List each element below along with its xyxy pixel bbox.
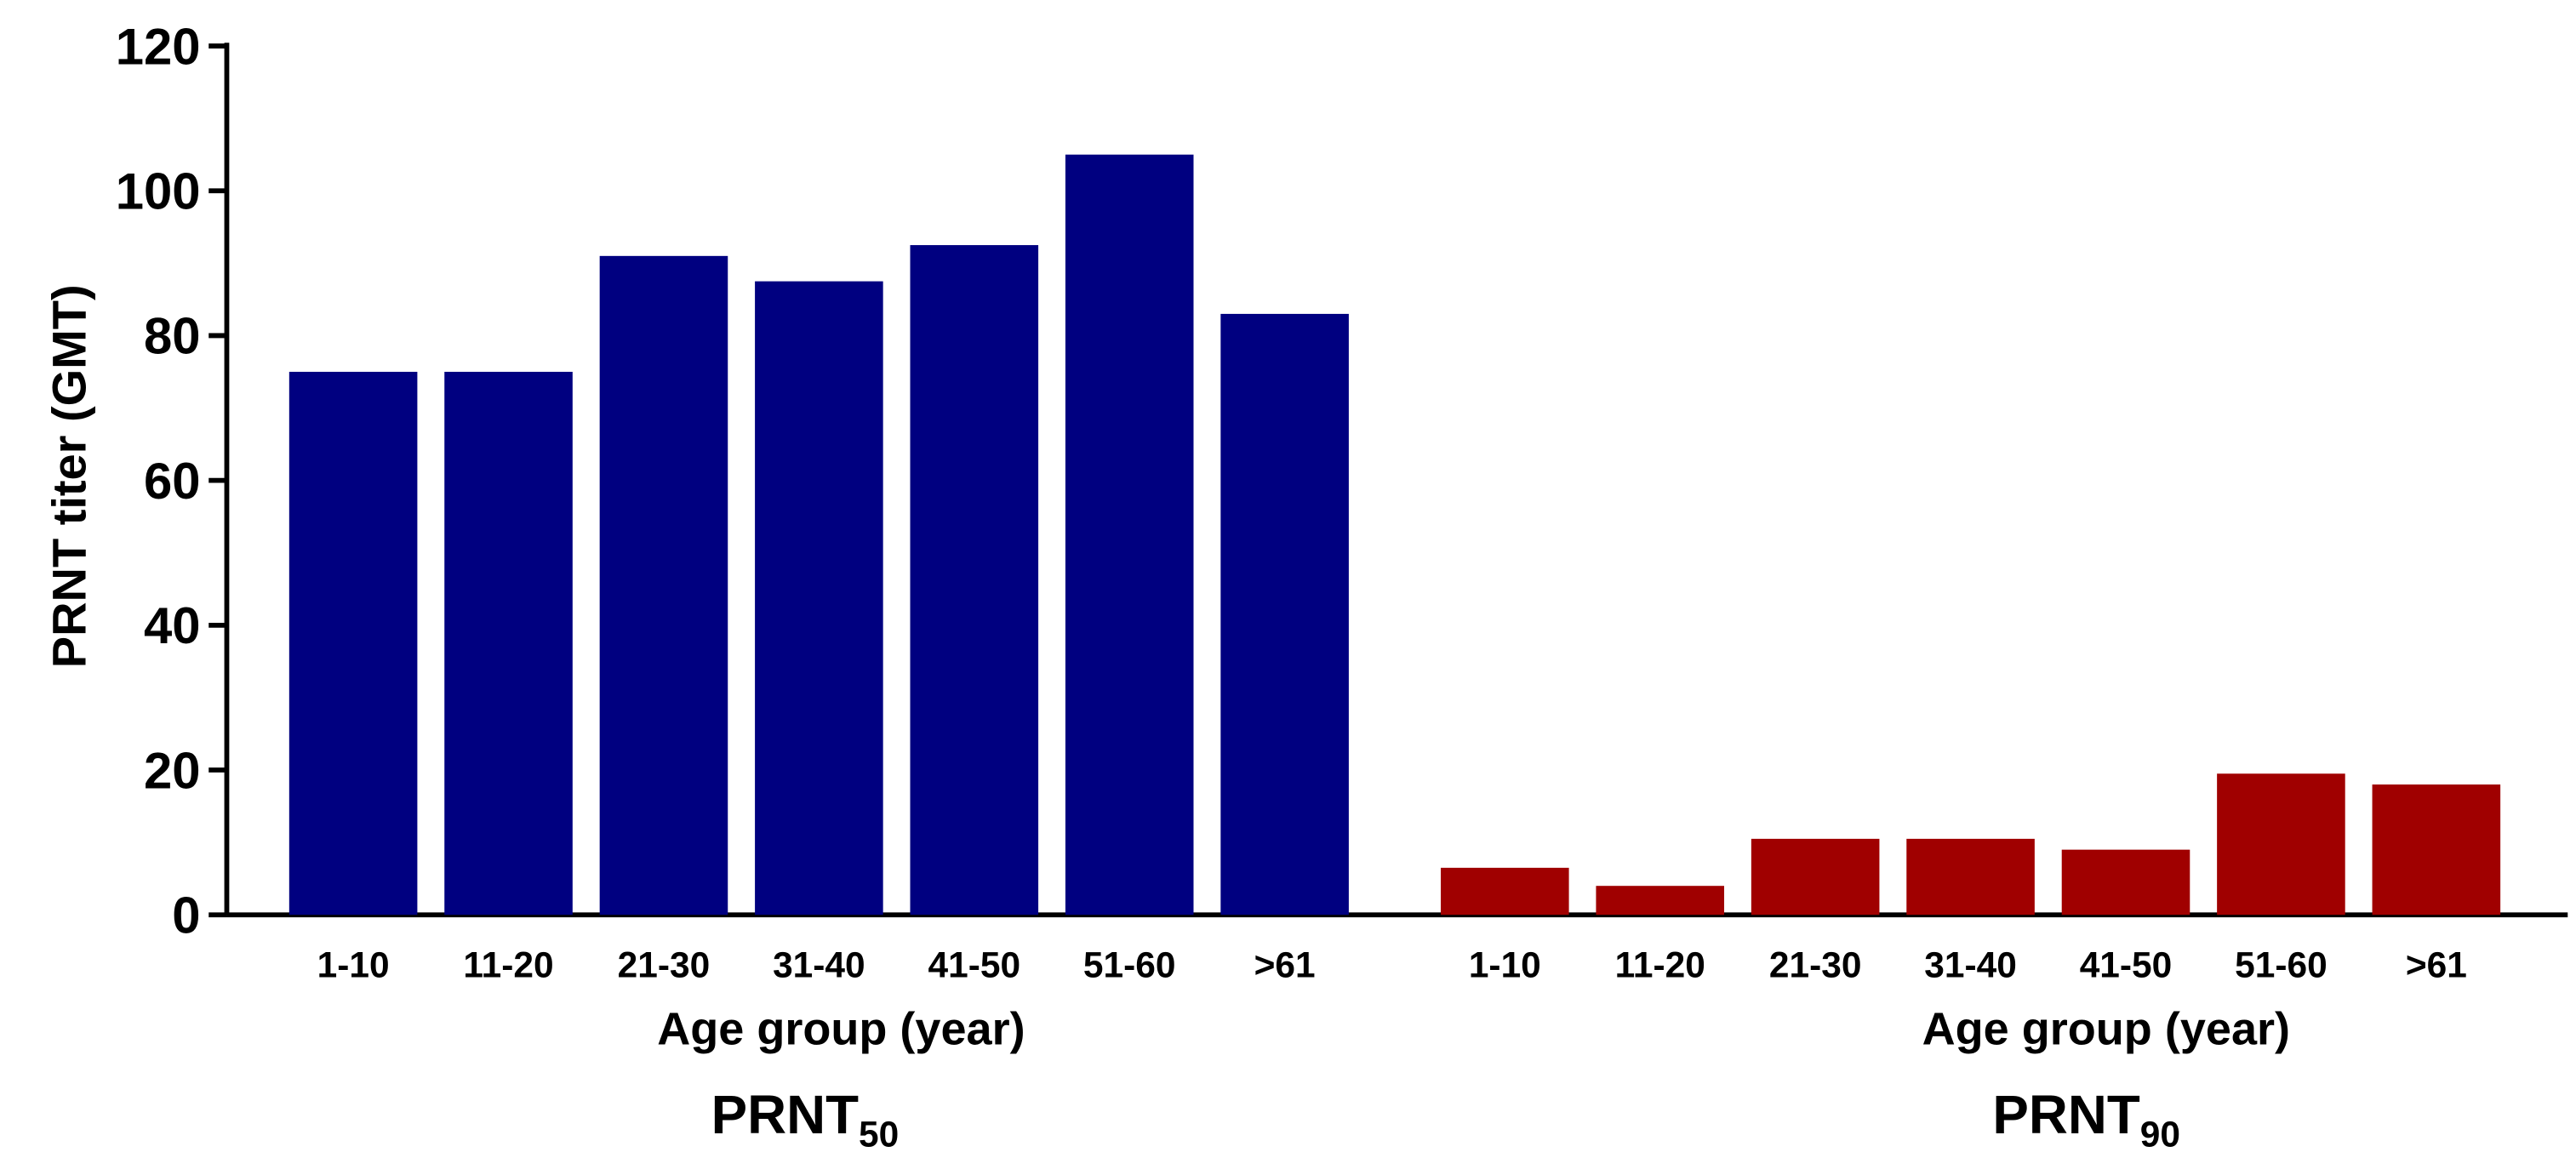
bar (1906, 838, 2035, 915)
x-tick-label: 21-30 (618, 945, 711, 985)
bar (288, 371, 418, 915)
y-tick-label: 120 (116, 18, 201, 75)
x-tick-label: 51-60 (2235, 945, 2328, 985)
x-tick-label: 11-20 (463, 945, 553, 985)
bar (2217, 773, 2345, 915)
y-tick-label: 60 (144, 453, 201, 510)
y-tick-label: 40 (144, 597, 201, 654)
bar (755, 281, 883, 915)
bar (2061, 849, 2190, 915)
group-label-main: PRNT (711, 1085, 859, 1145)
y-tick-label: 80 (144, 308, 201, 365)
group-label-main: PRNT (1992, 1085, 2139, 1145)
y-tick-label: 20 (144, 742, 201, 799)
bar (1065, 154, 1194, 915)
x-tick-label: 1-10 (317, 945, 390, 985)
x-tick-label: >61 (1254, 945, 1316, 985)
x-tick-label: 31-40 (773, 945, 865, 985)
x-tick-label: 1-10 (1469, 945, 1541, 985)
x-axis-label: Age group (year) (1922, 1004, 2290, 1055)
x-tick-label: 51-60 (1083, 945, 1176, 985)
bar (910, 245, 1039, 915)
bar (599, 255, 728, 915)
y-tick-label: 100 (116, 163, 201, 220)
group-label: PRNT50 (711, 1085, 900, 1154)
group-label-subscript: 50 (859, 1114, 899, 1154)
bar (1441, 867, 1569, 915)
x-tick-label: >61 (2406, 945, 2467, 985)
x-tick-label: 11-20 (1615, 945, 1705, 985)
bar (444, 371, 573, 915)
bar (1220, 313, 1349, 915)
group-label: PRNT90 (1992, 1085, 2180, 1154)
x-tick-label: 21-30 (1769, 945, 1862, 985)
y-tick-label: 0 (172, 887, 200, 944)
y-axis-label: PRNT titer (GMT) (42, 284, 95, 668)
bar (2372, 784, 2501, 915)
group-label-subscript: 90 (2140, 1114, 2180, 1154)
bar (1751, 838, 1880, 915)
x-tick-label: 41-50 (2080, 945, 2173, 985)
x-tick-label: 31-40 (1924, 945, 2017, 985)
x-tick-label: 41-50 (928, 945, 1020, 985)
bar (1596, 886, 1725, 915)
x-axis-label: Age group (year) (657, 1004, 1025, 1055)
